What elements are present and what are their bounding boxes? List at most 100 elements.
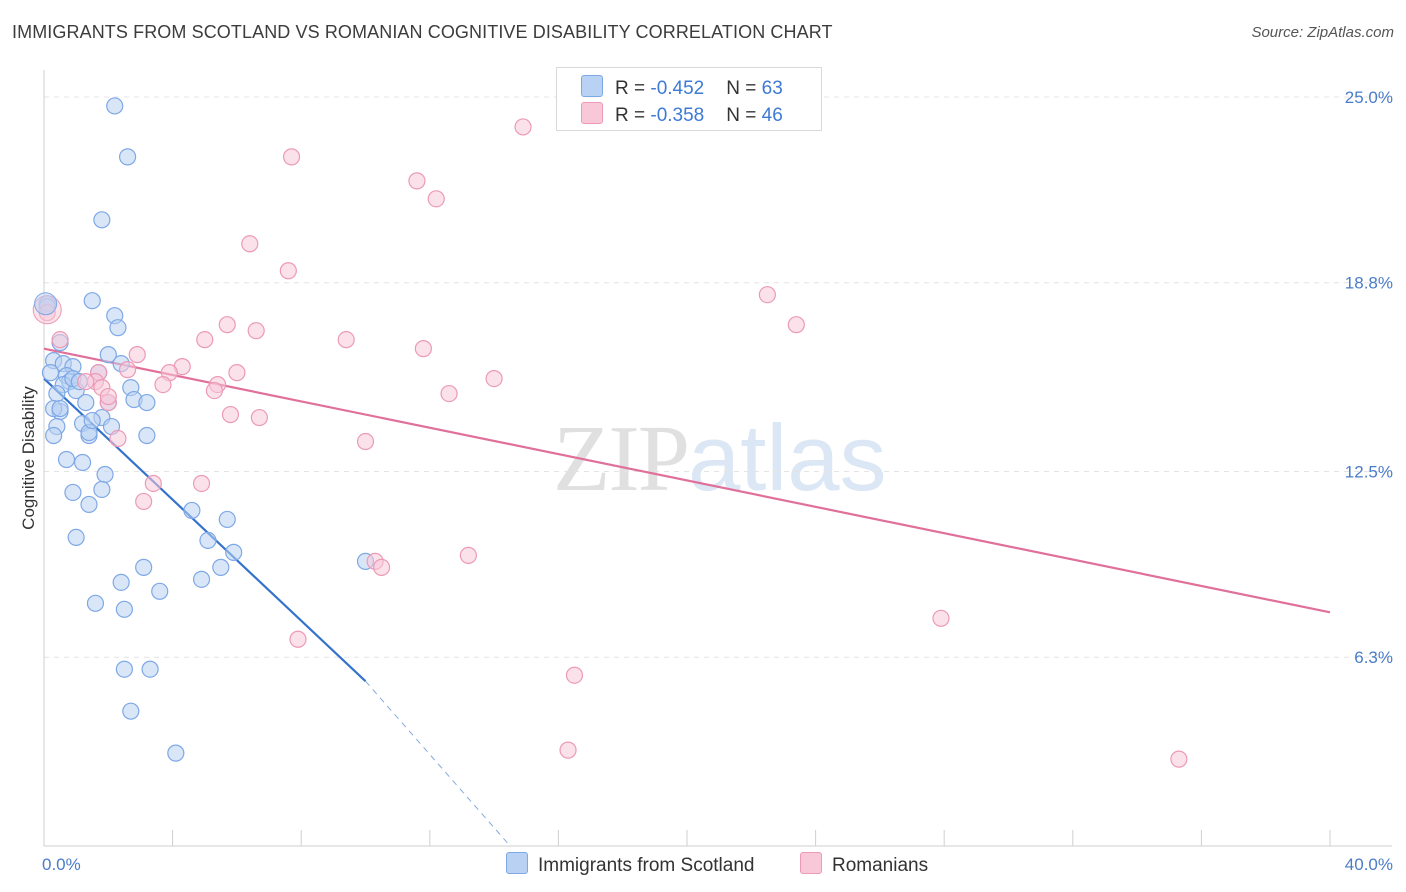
data-point-blue — [64, 483, 82, 502]
data-point-pink — [221, 405, 240, 424]
data-point-pink — [932, 609, 950, 627]
data-point-blue — [138, 393, 156, 412]
trend-line-blue — [43, 377, 367, 683]
data-point-blue — [151, 582, 169, 600]
trend-line-pink — [43, 347, 1331, 614]
y-tick-label: 6.3% — [1354, 648, 1393, 667]
legend-n-value: 46 — [761, 105, 783, 126]
y-axis-label: Cognitive Disability — [19, 386, 38, 530]
data-point-pink — [372, 558, 391, 576]
watermark: ZIPatlas — [553, 404, 887, 513]
stats-legend: R = -0.452 N = 63 R = -0.358 N = 46 — [556, 67, 822, 131]
data-point-pink — [99, 387, 117, 406]
data-point-blue — [51, 399, 69, 418]
tick-labels: 25.0% 18.8% 12.5% 6.3% 0.0% 40.0% Cognitive Di… — [19, 88, 1393, 874]
x-tick-label: 40.0% — [1345, 855, 1393, 874]
data-point-pink — [514, 118, 532, 136]
data-point-pink — [289, 630, 307, 648]
data-point-blue — [96, 465, 114, 484]
data-point-blue — [225, 543, 243, 561]
axes — [43, 70, 1392, 847]
y-tick-label: 18.8% — [1345, 274, 1393, 293]
data-point-pink — [192, 474, 211, 493]
bottom-legend-label: Romanians — [832, 855, 929, 876]
data-point-pink — [51, 331, 69, 349]
x-tick-label: 0.0% — [42, 855, 81, 874]
watermark-atlas: atlas — [688, 405, 887, 510]
legend-row-romanians: R = -0.358 N = 46 — [581, 102, 783, 126]
data-point-pink — [250, 408, 269, 427]
data-point-blue — [80, 495, 98, 514]
trend-extension-blue — [365, 680, 511, 847]
data-point-pink — [77, 372, 95, 391]
legend-swatch-pink — [581, 102, 603, 124]
data-point-pink — [196, 331, 214, 349]
data-point-blue — [83, 292, 101, 310]
data-points — [32, 97, 1188, 768]
data-point-pink — [356, 432, 375, 451]
data-point-blue — [115, 600, 133, 618]
data-point-pink — [154, 375, 172, 394]
data-point-blue — [183, 501, 201, 520]
data-point-blue — [218, 510, 236, 529]
data-point-blue — [118, 148, 137, 166]
data-point-blue — [45, 426, 63, 445]
source-label: Source: ZipAtlas.com — [1251, 24, 1394, 41]
data-point-pink — [559, 741, 577, 759]
bottom-legend-scotland: Immigrants from Scotland — [506, 852, 754, 877]
data-point-pink — [205, 381, 223, 400]
bottom-legend-swatch-pink — [800, 852, 822, 874]
data-point-pink — [408, 172, 426, 190]
data-point-blue — [93, 211, 111, 229]
data-point-blue — [115, 660, 133, 678]
data-point-pink — [440, 384, 458, 403]
data-point-blue — [86, 594, 105, 612]
legend-r-value: -0.358 — [650, 105, 705, 126]
legend-r-label: R = — [615, 105, 651, 126]
data-point-pink — [218, 316, 236, 334]
grid-lines — [44, 96, 1392, 658]
data-point-pink — [247, 322, 265, 340]
data-point-blue — [48, 384, 66, 403]
data-point-blue — [67, 528, 85, 546]
legend-row-scotland: R = -0.452 N = 63 — [581, 75, 783, 99]
legend-swatch-blue — [581, 75, 603, 97]
data-point-pink — [485, 370, 503, 388]
chart-title: IMMIGRANTS FROM SCOTLAND VS ROMANIAN COG… — [12, 22, 833, 42]
bottom-legend-romanians: Romanians — [800, 852, 928, 877]
trend-lines — [43, 347, 1331, 847]
data-point-blue-cluster — [34, 292, 58, 316]
bottom-legend-label: Immigrants from Scotland — [538, 855, 755, 876]
data-point-blue — [83, 411, 101, 430]
data-point-pink — [758, 286, 776, 304]
data-point-blue — [73, 453, 92, 472]
legend-r-value: -0.452 — [650, 78, 705, 99]
legend-r-label: R = — [615, 78, 651, 99]
data-point-pink — [1170, 750, 1188, 768]
bottom-legend-swatch-blue — [506, 852, 528, 874]
data-point-blue — [77, 393, 95, 412]
data-point-blue — [199, 531, 217, 549]
data-point-blue — [192, 570, 211, 588]
data-point-blue — [167, 744, 185, 762]
data-point-pink — [787, 316, 805, 334]
data-point-pink — [118, 361, 137, 379]
data-point-blue — [99, 346, 117, 364]
data-point-blue — [106, 97, 124, 115]
data-point-blue — [212, 558, 230, 576]
data-point-pink — [414, 340, 432, 358]
legend-n-value: 63 — [761, 78, 783, 99]
data-point-pink — [241, 235, 259, 253]
data-point-blue — [93, 480, 111, 499]
data-point-pink — [565, 666, 584, 684]
data-point-pink — [427, 190, 445, 208]
data-point-pink — [282, 148, 301, 166]
legend-n-label: N = — [726, 78, 762, 99]
data-point-pink — [228, 364, 246, 382]
data-point-blue — [57, 450, 76, 469]
data-point-pink — [135, 492, 153, 511]
data-point-blue — [112, 573, 130, 591]
data-point-blue — [138, 426, 156, 445]
legend-n-label: N = — [726, 105, 762, 126]
